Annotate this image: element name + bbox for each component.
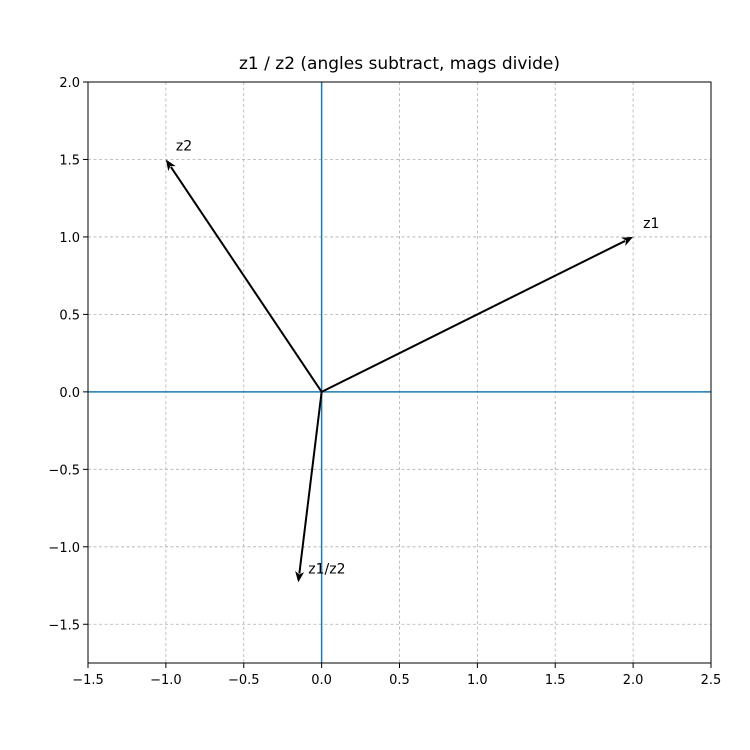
x-tick-label: 2.5 bbox=[701, 673, 722, 688]
x-tick-label: 1.5 bbox=[545, 673, 566, 688]
x-tick-label: 0.5 bbox=[389, 673, 410, 688]
vector-arrowhead bbox=[165, 159, 176, 172]
x-tick-label: 2.0 bbox=[623, 673, 644, 688]
x-tick-label: −1.5 bbox=[72, 673, 104, 688]
vector-shaft bbox=[170, 166, 323, 393]
zero-axes bbox=[88, 82, 711, 663]
y-tick-label: −0.5 bbox=[48, 463, 80, 478]
vector-z1: z1 bbox=[321, 216, 659, 393]
vector-label: z1/z2 bbox=[308, 561, 345, 577]
vector-z2: z2 bbox=[165, 138, 323, 393]
vector-shaft bbox=[321, 240, 626, 393]
vector-arrowhead bbox=[295, 570, 305, 583]
x-tick-label: 0.0 bbox=[311, 673, 332, 688]
plot-frame bbox=[87, 81, 712, 664]
y-tick-label: 1.5 bbox=[59, 153, 80, 168]
vector-shaft bbox=[298, 391, 323, 574]
vectors: z1 z2 z1/z2 bbox=[165, 138, 659, 583]
vector-z1-z2: z1/z2 bbox=[295, 391, 345, 583]
vector-label: z1 bbox=[643, 216, 659, 232]
x-tick-label: −1.0 bbox=[150, 673, 182, 688]
y-tick-label: 0.0 bbox=[59, 386, 80, 401]
ticks: −1.5 −1.0 −0.5 0.0 0.5 1.0 1.5 2.0 2.5 −1.5 −1.0 −0… bbox=[48, 76, 721, 688]
chart-title: z1 / z2 (angles subtract, mags divide) bbox=[239, 54, 560, 74]
grid bbox=[87, 81, 712, 663]
y-tick-label: 0.5 bbox=[59, 308, 80, 323]
y-tick-label: 1.0 bbox=[59, 231, 80, 246]
x-tick-label: −0.5 bbox=[228, 673, 260, 688]
x-tick-label: 1.0 bbox=[467, 673, 488, 688]
y-tick-label: −1.5 bbox=[48, 618, 80, 633]
vector-label: z2 bbox=[176, 138, 192, 154]
vector-arrowhead bbox=[621, 236, 634, 246]
y-tick-label: −1.0 bbox=[48, 541, 80, 556]
y-tick-label: 2.0 bbox=[59, 76, 80, 91]
